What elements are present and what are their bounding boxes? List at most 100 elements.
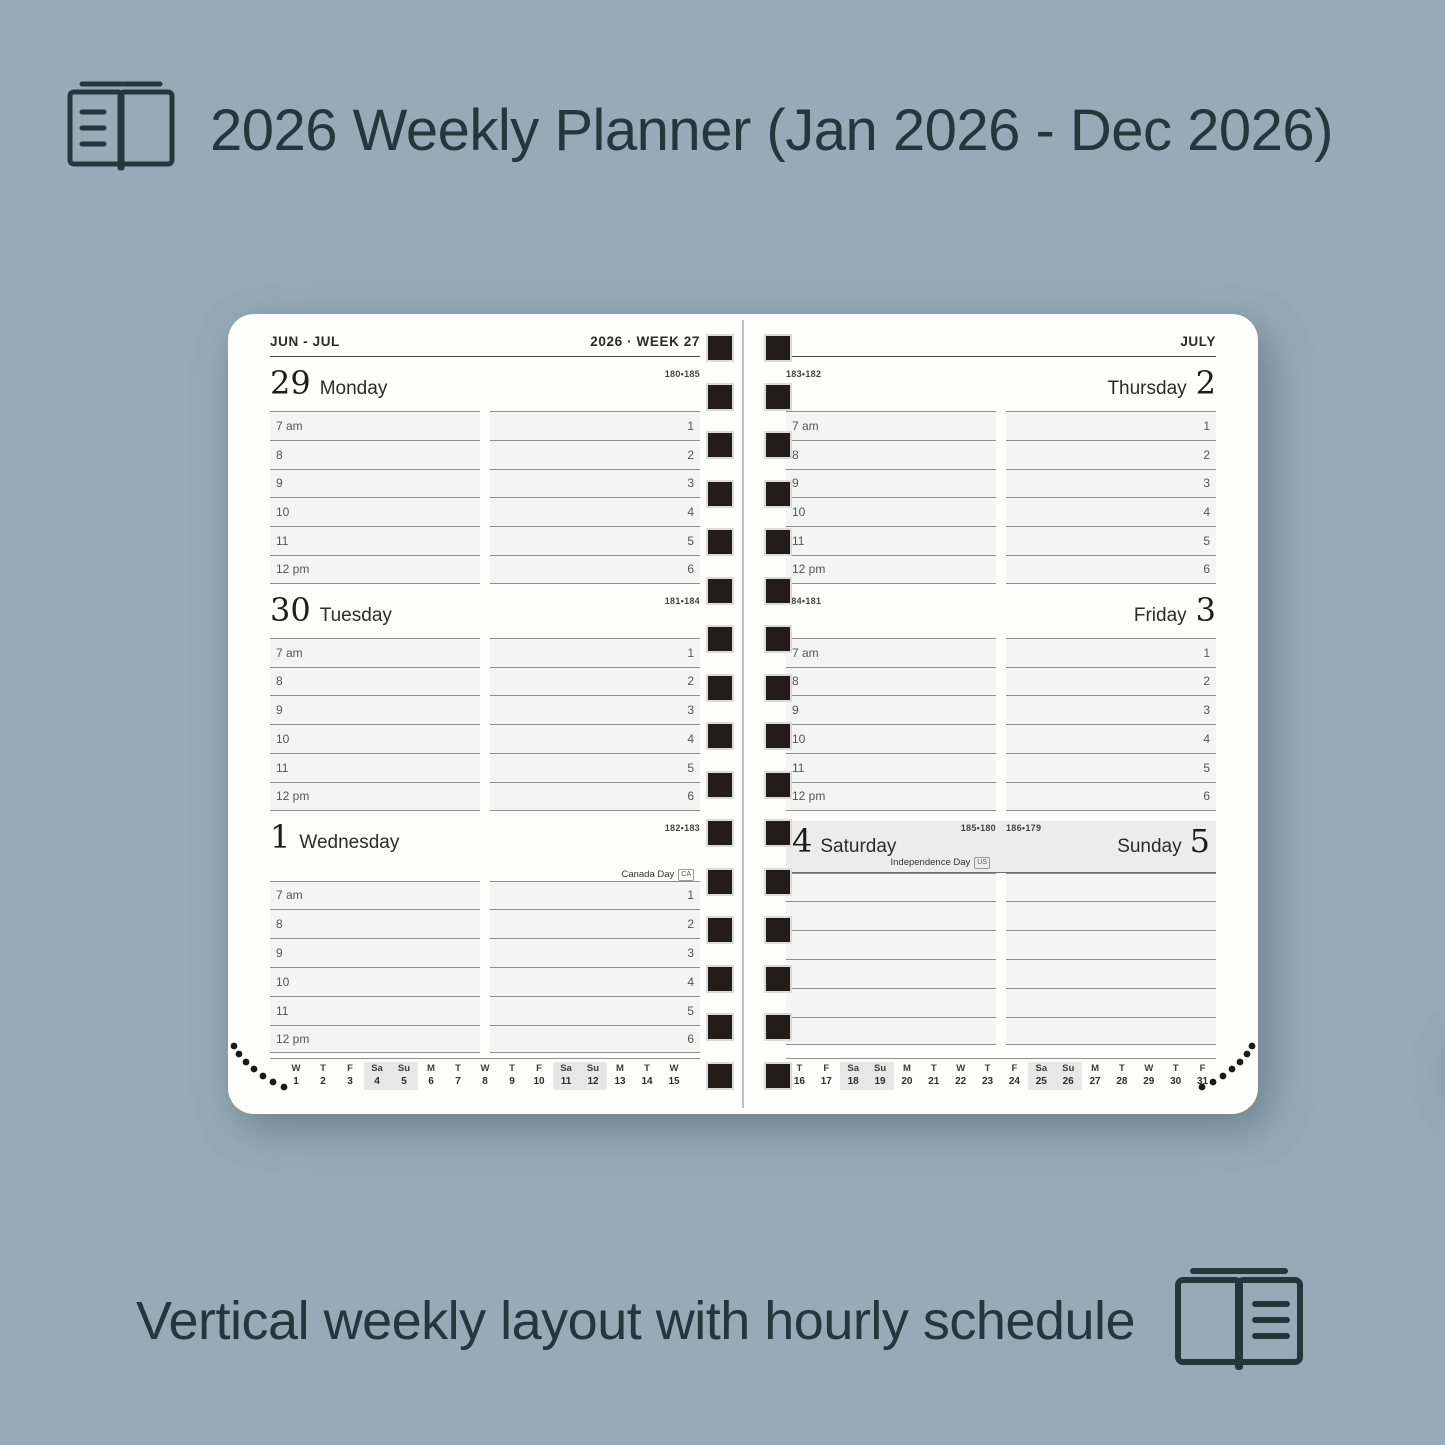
hour-row[interactable]: 1	[1006, 411, 1216, 440]
weekend-block[interactable]: 4 Saturday 185•180 Independence Day US 1…	[786, 820, 1216, 1046]
hour-row[interactable]: 8	[270, 439, 480, 469]
hour-row[interactable]: 4	[490, 497, 700, 527]
hour-row[interactable]: 9	[270, 938, 480, 967]
mini-month-day[interactable]: Su 26	[1054, 1061, 1082, 1090]
note-row[interactable]	[1006, 1016, 1216, 1046]
hour-column-pm[interactable]: 1 2 3 4 5 6	[490, 411, 700, 584]
hour-row[interactable]: 6	[1006, 554, 1216, 584]
weekend-column-saturday[interactable]	[786, 872, 996, 1046]
hour-row[interactable]: 12 pm	[270, 554, 480, 584]
hour-grid[interactable]: 7 am 8 9 10 11 12 pm 1 2 3 4 5 6	[270, 637, 700, 811]
hour-row[interactable]: 7 am	[270, 411, 480, 440]
hour-row[interactable]: 3	[490, 468, 700, 498]
hour-grid[interactable]: 7 am 8 9 10 11 12 pm 1 2 3 4 5 6	[786, 637, 1216, 811]
hour-row[interactable]: 12 pm	[786, 554, 996, 584]
mini-month-day[interactable]: F 17	[813, 1062, 840, 1090]
hour-row[interactable]: 10	[786, 497, 996, 527]
hour-row[interactable]: 10	[786, 724, 996, 753]
weekend-column-sunday[interactable]	[1006, 872, 1216, 1046]
note-row[interactable]	[786, 987, 996, 1017]
hour-row[interactable]: 11	[270, 526, 480, 555]
note-row[interactable]	[1006, 872, 1216, 902]
hour-row[interactable]: 2	[490, 666, 700, 696]
note-row[interactable]	[786, 930, 996, 959]
mini-month-day[interactable]: M 20	[894, 1062, 921, 1090]
hour-row[interactable]: 2	[490, 909, 700, 939]
mini-month-day[interactable]: M 27	[1082, 1062, 1109, 1090]
hour-row[interactable]: 1	[490, 880, 700, 910]
hour-row[interactable]: 3	[1006, 468, 1216, 498]
weekend-cell-saturday[interactable]: 4 Saturday 185•180 Independence Day US	[786, 821, 996, 872]
hour-row[interactable]: 1	[1006, 637, 1216, 667]
hour-column-pm[interactable]: 1 2 3 4 5 6	[490, 880, 700, 1054]
mini-month-day[interactable]: Su 12	[579, 1061, 607, 1090]
hour-column-pm[interactable]: 1 2 3 4 5 6	[1006, 411, 1216, 584]
hour-grid[interactable]: 7 am 8 9 10 11 12 pm 1 2 3 4 5 6	[270, 411, 700, 584]
weekend-cell-sunday[interactable]: 186•179 Sunday 5	[1006, 821, 1216, 872]
note-row[interactable]	[1006, 901, 1216, 931]
hour-row[interactable]: 5	[490, 995, 700, 1025]
note-row[interactable]	[1006, 930, 1216, 959]
mini-month-day[interactable]: M 13	[607, 1062, 634, 1090]
weekend-note-grid[interactable]	[786, 872, 1216, 1046]
hour-row[interactable]: 5	[490, 752, 700, 782]
hour-row[interactable]: 2	[1006, 666, 1216, 696]
hour-row[interactable]: 11	[270, 995, 480, 1025]
mini-month-day[interactable]: T 16	[786, 1062, 813, 1090]
hour-row[interactable]: 11	[786, 526, 996, 555]
note-row[interactable]	[786, 958, 996, 988]
hour-row[interactable]: 12 pm	[270, 781, 480, 811]
mini-month-day[interactable]: Su 19	[866, 1061, 894, 1090]
hour-row[interactable]: 1	[490, 637, 700, 667]
mini-month-day[interactable]: T 28	[1109, 1062, 1136, 1090]
hour-row[interactable]: 11	[786, 752, 996, 782]
mini-month-day[interactable]: F 10	[526, 1062, 553, 1090]
hour-row[interactable]: 4	[490, 966, 700, 996]
hour-row[interactable]: 10	[270, 497, 480, 527]
hour-row[interactable]: 11	[270, 752, 480, 782]
mini-month-strip-left[interactable]: W 1 T 2 F 3 Sa 4 Su 5 M 6 T 7 W 8 T 9 F 10 Sa 11 Su 12 M 13 T 14 W 15	[270, 1057, 700, 1090]
hour-grid[interactable]: 7 am 8 9 10 11 12 pm 1 2 3 4 5 6	[270, 880, 700, 1054]
hour-column-pm[interactable]: 1 2 3 4 5 6	[490, 637, 700, 811]
hour-row[interactable]: 3	[490, 938, 700, 967]
hour-row[interactable]: 10	[270, 724, 480, 753]
hour-row[interactable]: 9	[270, 468, 480, 498]
hour-column-am[interactable]: 7 am 8 9 10 11 12 pm	[786, 411, 996, 584]
hour-column-am[interactable]: 7 am 8 9 10 11 12 pm	[270, 637, 480, 811]
hour-row[interactable]: 8	[270, 666, 480, 696]
hour-row[interactable]: 4	[490, 724, 700, 753]
hour-row[interactable]: 4	[1006, 724, 1216, 753]
hour-row[interactable]: 2	[1006, 439, 1216, 469]
hour-row[interactable]: 2	[490, 439, 700, 469]
hour-row[interactable]: 5	[490, 526, 700, 555]
day-block-tuesday[interactable]: 30 Tuesday 181•184 7 am 8 9 10 11 12 pm …	[270, 594, 700, 811]
hour-row[interactable]: 9	[270, 695, 480, 725]
hour-row[interactable]: 9	[786, 695, 996, 725]
mini-month-day[interactable]: W 22	[947, 1062, 974, 1090]
day-block-wednesday[interactable]: 1 Wednesday 182•183 Canada Day CA 7 am 8…	[270, 821, 700, 1054]
note-row[interactable]	[786, 901, 996, 931]
mini-month-day[interactable]: Sa 18	[839, 1061, 867, 1090]
hour-row[interactable]: 1	[490, 411, 700, 440]
mini-month-day[interactable]: W 15	[661, 1062, 688, 1090]
hour-row[interactable]: 10	[270, 966, 480, 996]
day-block-thursday[interactable]: 183•182 Thursday 2 7 am 8 9 10 11 12 pm …	[786, 367, 1216, 584]
hour-row[interactable]: 8	[270, 909, 480, 939]
hour-column-am[interactable]: 7 am 8 9 10 11 12 pm	[270, 411, 480, 584]
note-row[interactable]	[786, 872, 996, 902]
hour-row[interactable]: 6	[1006, 781, 1216, 811]
mini-month-day[interactable]: F 24	[1001, 1062, 1028, 1090]
hour-row[interactable]: 7 am	[270, 637, 480, 667]
mini-month-day[interactable]: Sa 25	[1027, 1061, 1055, 1090]
mini-month-day[interactable]: T 21	[920, 1062, 947, 1090]
note-row[interactable]	[1006, 987, 1216, 1017]
hour-row[interactable]: 7 am	[270, 880, 480, 910]
hour-row[interactable]: 8	[786, 666, 996, 696]
mini-month-day[interactable]: Sa 4	[363, 1061, 391, 1090]
hour-column-am[interactable]: 7 am 8 9 10 11 12 pm	[270, 880, 480, 1054]
